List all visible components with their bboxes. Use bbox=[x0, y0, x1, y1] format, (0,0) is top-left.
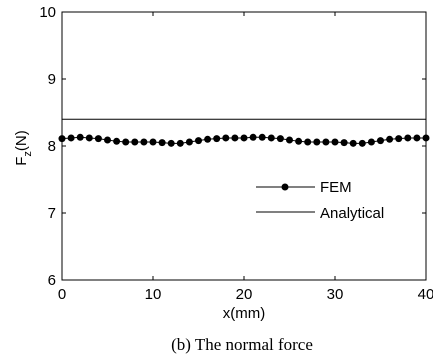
data-point-fem bbox=[395, 135, 403, 143]
x-tick-labels: 0 10 20 30 40 bbox=[58, 286, 433, 303]
data-point-fem bbox=[158, 139, 166, 147]
data-point-fem bbox=[113, 137, 121, 145]
data-point-fem bbox=[185, 138, 193, 146]
data-point-fem bbox=[404, 134, 412, 142]
data-point-fem bbox=[213, 135, 221, 143]
legend-fem-label: FEM bbox=[320, 179, 352, 196]
y-axis-label: Fz(N) bbox=[13, 130, 34, 166]
data-point-fem bbox=[231, 134, 239, 142]
legend: FEM Analytical bbox=[256, 179, 384, 222]
x-tick-label: 10 bbox=[145, 286, 162, 303]
data-point-fem bbox=[167, 139, 175, 147]
data-point-fem bbox=[276, 135, 284, 143]
data-point-fem bbox=[386, 135, 394, 143]
y-axis-label-sub: z bbox=[22, 151, 34, 157]
data-point-fem bbox=[249, 133, 257, 141]
data-point-fem bbox=[349, 139, 357, 147]
data-point-fem bbox=[304, 138, 312, 146]
data-point-fem bbox=[267, 134, 275, 142]
data-point-fem bbox=[104, 136, 111, 144]
y-axis-label-unit: (N) bbox=[13, 130, 30, 151]
data-point-fem bbox=[377, 137, 384, 145]
y-tick-label: 8 bbox=[48, 138, 56, 155]
legend-fem-marker bbox=[281, 183, 289, 191]
data-point-fem bbox=[140, 138, 148, 146]
data-point-fem bbox=[176, 139, 184, 147]
x-tick-label: 40 bbox=[418, 286, 433, 303]
data-point-fem bbox=[413, 134, 421, 142]
data-point-fem bbox=[367, 138, 375, 146]
data-point-fem bbox=[240, 134, 248, 142]
data-point-fem bbox=[340, 139, 348, 147]
data-point-fem bbox=[131, 138, 139, 146]
data-point-fem bbox=[331, 138, 339, 146]
y-tick-label: 9 bbox=[48, 71, 56, 88]
tick-marks bbox=[61, 11, 427, 281]
y-tick-label: 6 bbox=[48, 272, 56, 289]
legend-analytical-label: Analytical bbox=[320, 205, 384, 222]
x-tick-label: 30 bbox=[327, 286, 344, 303]
data-point-fem bbox=[313, 138, 321, 146]
y-axis-label-main: F bbox=[13, 157, 30, 166]
data-point-fem bbox=[85, 134, 93, 142]
data-point-fem bbox=[222, 134, 230, 142]
data-point-fem bbox=[295, 137, 303, 145]
data-point-fem bbox=[286, 136, 293, 144]
data-point-fem bbox=[149, 138, 157, 146]
data-point-fem bbox=[258, 133, 266, 141]
data-point-fem bbox=[322, 138, 330, 146]
data-point-fem bbox=[204, 135, 212, 143]
figure-caption: (b) The normal force bbox=[171, 335, 313, 354]
data-point-fem bbox=[67, 134, 75, 142]
y-tick-label: 10 bbox=[39, 4, 56, 21]
data-point-fem bbox=[422, 134, 430, 142]
data-point-fem bbox=[358, 139, 366, 147]
data-point-fem bbox=[94, 135, 102, 143]
x-tick-label: 0 bbox=[58, 286, 66, 303]
y-tick-labels: 6 7 8 9 10 bbox=[39, 4, 56, 289]
series-layer bbox=[58, 118, 430, 147]
x-axis-label: x(mm) bbox=[223, 305, 265, 322]
x-tick-label: 20 bbox=[236, 286, 253, 303]
plot-area bbox=[61, 11, 427, 281]
data-point-fem bbox=[76, 133, 84, 141]
data-point-fem bbox=[195, 137, 202, 145]
data-point-fem bbox=[122, 138, 130, 146]
y-tick-label: 7 bbox=[48, 205, 56, 222]
data-point-fem bbox=[58, 135, 66, 143]
